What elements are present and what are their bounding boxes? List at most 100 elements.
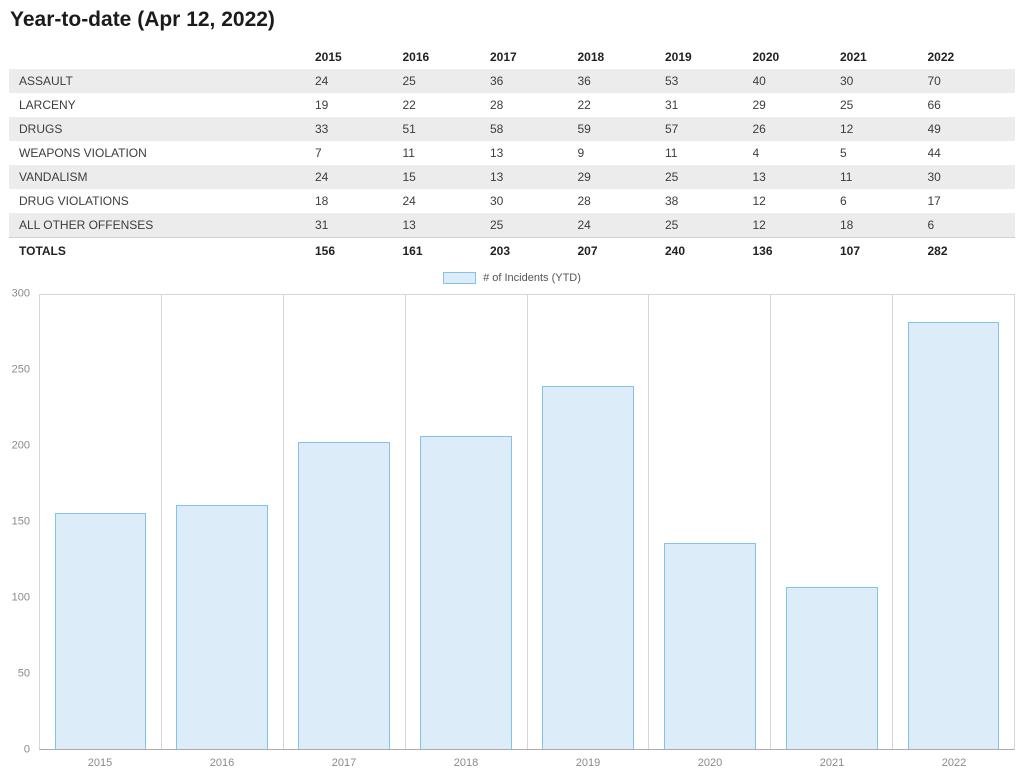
cell-value: 70 [927,74,941,88]
column-header-year: 2017 [490,50,517,64]
row-label: ASSAULT [19,74,73,88]
chart-legend[interactable]: # of Incidents (YTD) [9,272,1015,284]
cell-value: 6 [927,218,935,232]
cell-value: 29 [752,98,766,112]
cell-value: 25 [665,170,679,184]
column-header-year: 2019 [665,50,692,64]
chart-bar[interactable] [542,385,634,749]
cell-value: 9 [577,146,585,160]
cell-value: 26 [752,122,766,136]
chart-bar[interactable] [663,543,756,749]
chart-category [406,295,528,749]
cell-value: 24 [402,194,416,208]
legend-label: # of Incidents (YTD) [483,272,581,284]
y-axis-label: 150 [11,515,30,528]
cell-value: 30 [840,74,854,88]
cell-value: 24 [577,218,591,232]
cell-value: 40 [752,74,766,88]
totals-value: 156 [315,237,403,264]
cell-value: 15 [402,170,416,184]
y-axis-label: 0 [23,743,30,756]
cell-value: 28 [490,98,504,112]
x-axis-label: 2022 [941,757,967,769]
cell-value: 58 [490,122,504,136]
cell-value: 18 [315,194,329,208]
chart-bar[interactable] [420,435,512,749]
x-axis-label: 2015 [87,757,113,769]
incidents-table: 2015 2016 2017 2018 2019 2020 2021 2022 ASSAULT… [9,45,1015,264]
row-label: LARCENY [19,98,76,112]
chart-category [162,295,284,749]
table-row: DRUGS 33 51 58 59 57 26 12 49 [9,117,1015,141]
cell-value: 19 [315,98,329,112]
cell-value: 13 [490,170,504,184]
cell-value: 30 [490,194,504,208]
cell-value: 24 [315,170,329,184]
cell-value: 22 [577,98,591,112]
cell-value: 59 [577,122,591,136]
cell-value: 51 [402,122,416,136]
cell-value: 30 [927,170,941,184]
cell-value: 31 [315,218,329,232]
chart-bar[interactable] [176,505,269,749]
table-row: ASSAULT 24 25 36 36 53 40 30 70 [9,69,1015,93]
cell-value: 7 [315,146,322,160]
chart-category [528,295,650,749]
incidents-chart: # of Incidents (YTD) 0 50 100 150 200 250 300 … [9,272,1015,769]
cell-value: 36 [490,74,504,88]
page-title: Year-to-date (Apr 12, 2022) [10,8,275,31]
totals-value: 107 [840,237,928,264]
chart-category [284,295,406,749]
cell-value: 12 [752,194,766,208]
chart-bar[interactable] [54,512,147,749]
cell-value: 25 [402,74,416,88]
column-header-year: 2020 [752,50,780,64]
row-label: DRUG VIOLATIONS [19,194,129,208]
cell-value: 66 [927,98,941,112]
chart-category [40,295,162,749]
chart-category [649,295,772,749]
column-header-year: 2015 [315,50,342,64]
table-row: ALL OTHER OFFENSES 31 13 25 24 25 12 18 6 [9,213,1015,238]
x-axis-label: 2021 [819,757,845,769]
cell-value: 17 [927,194,941,208]
cell-value: 11 [840,170,853,184]
table-row: LARCENY 19 22 28 22 31 29 25 66 [9,93,1015,117]
chart-bar[interactable] [785,587,878,749]
totals-value: 240 [665,237,753,264]
cell-value: 25 [840,98,854,112]
totals-value: 282 [927,237,1015,264]
y-axis-label: 300 [11,287,30,300]
row-label: DRUGS [19,122,63,136]
table-row: DRUG VIOLATIONS 18 24 30 28 38 12 6 17 [9,189,1015,213]
chart-category [771,295,894,749]
x-axis-label: 2018 [453,757,479,769]
cell-value: 18 [840,218,854,232]
chart-bar[interactable] [907,322,1000,749]
x-axis-label: 2016 [209,757,235,769]
column-header-category [9,45,315,69]
totals-value: 207 [577,237,665,264]
cell-value: 6 [840,194,847,208]
plot-area [39,294,1015,750]
cell-value: 12 [840,122,854,136]
y-axis: 0 50 100 150 200 250 300 [9,288,39,755]
row-label: ALL OTHER OFFENSES [19,218,154,232]
totals-label: TOTALS [9,237,315,264]
cell-value: 22 [402,98,416,112]
cell-value: 24 [315,74,329,88]
chart-category [893,295,1014,749]
x-axis-label: 2019 [575,757,601,769]
cell-value: 4 [752,146,760,160]
cell-value: 13 [402,218,416,232]
cell-value: 11 [402,146,415,160]
cell-value: 5 [840,146,847,160]
cell-value: 11 [665,146,678,160]
table-header: 2015 2016 2017 2018 2019 2020 2021 2022 [9,45,1015,69]
cell-value: 36 [577,74,591,88]
totals-value: 203 [490,237,578,264]
x-axis-label: 2017 [331,757,357,769]
chart-bar[interactable] [298,441,391,749]
table-header-row: 2015 2016 2017 2018 2019 2020 2021 2022 [9,45,1015,69]
